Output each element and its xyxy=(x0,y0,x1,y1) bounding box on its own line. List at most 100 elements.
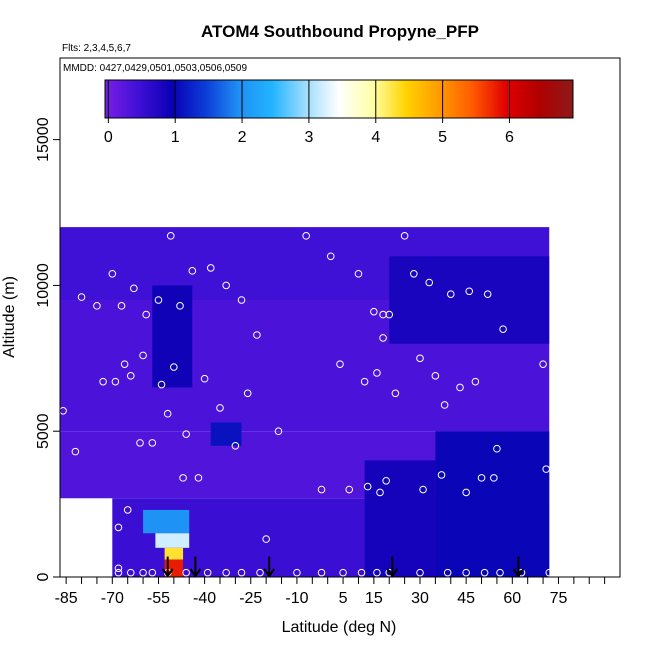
sample-point xyxy=(194,474,203,482)
flight-arrow-head xyxy=(512,568,525,578)
sample-point xyxy=(483,290,492,298)
x-tick-label: -25 xyxy=(239,590,262,607)
x-axis: -85 -70 -55 -40 -25 -10 5 15 30 45 60 75 xyxy=(55,577,606,607)
sample-point xyxy=(317,485,326,494)
sample-point xyxy=(154,296,163,304)
sample-point xyxy=(376,488,384,497)
y-tick-label: 0 xyxy=(35,572,52,581)
sample-point xyxy=(262,535,270,543)
sample-point xyxy=(170,363,178,371)
sample-point xyxy=(416,354,424,363)
sample-point xyxy=(431,372,440,380)
sample-point xyxy=(496,568,504,577)
x-tick-label: -85 xyxy=(55,590,78,607)
sample-point xyxy=(477,474,486,482)
sample-point xyxy=(117,302,126,310)
sample-point xyxy=(148,439,157,447)
sample-point xyxy=(99,377,107,386)
sample-point xyxy=(385,310,394,319)
y-axis: 0 5000 10000 15000 xyxy=(35,117,60,581)
sample-point xyxy=(419,485,427,494)
sample-point xyxy=(237,568,246,577)
sample-point xyxy=(243,389,252,398)
x-tick-label: 45 xyxy=(457,590,475,607)
sample-point xyxy=(77,293,86,301)
flight-arrow-head xyxy=(386,568,399,578)
colorbar-ticks: 0 1 2 3 4 5 6 xyxy=(104,80,514,146)
sample-point xyxy=(499,325,507,333)
y-tick-label: 5000 xyxy=(35,413,52,449)
sample-point xyxy=(293,568,301,577)
sample-point xyxy=(93,302,101,310)
y-tick-label: 10000 xyxy=(35,263,52,308)
colorbar: 0 1 2 3 4 5 6 xyxy=(104,79,574,146)
sample-point xyxy=(216,404,224,412)
x-axis-label: Latitude (deg N) xyxy=(282,619,397,636)
sample-point xyxy=(231,441,240,450)
sample-point xyxy=(326,252,335,261)
heatmap-field xyxy=(60,227,550,577)
x-tick-label: 30 xyxy=(411,590,429,607)
sample-point xyxy=(339,568,347,577)
sample-point xyxy=(114,523,123,532)
sample-point xyxy=(274,427,283,436)
sample-point xyxy=(120,360,129,368)
sample-point xyxy=(130,284,138,293)
sample-point xyxy=(102,500,110,508)
colorbar-tick-label: 1 xyxy=(171,129,180,146)
flight-arrows xyxy=(161,556,525,578)
sample-point xyxy=(142,310,150,319)
sample-point xyxy=(222,281,230,290)
x-tick-label: -10 xyxy=(285,590,308,607)
sample-point xyxy=(179,474,187,482)
heatmap-cell xyxy=(152,285,193,388)
sample-point xyxy=(443,568,452,577)
colorbar-tick-label: 0 xyxy=(104,129,113,146)
sample-point xyxy=(188,267,197,275)
sample-point xyxy=(542,465,550,473)
sample-point xyxy=(166,232,175,240)
sample-point xyxy=(539,360,547,368)
sample-point xyxy=(136,439,144,447)
x-tick-label: 15 xyxy=(365,590,383,607)
sample-point xyxy=(253,331,261,339)
sample-point xyxy=(148,568,157,577)
sample-point xyxy=(354,269,363,278)
sample-point xyxy=(440,401,449,409)
sample-point xyxy=(126,372,135,380)
colorbar-tick-label: 5 xyxy=(438,129,447,146)
y-axis-label: Altitude (m) xyxy=(1,276,18,358)
sample-point xyxy=(60,407,67,415)
sample-point xyxy=(416,568,424,577)
colorbar-tick-label: 2 xyxy=(238,129,247,146)
x-tick-label: 5 xyxy=(339,590,348,607)
sample-point xyxy=(490,474,498,482)
sample-point xyxy=(139,568,147,577)
colorbar-fill xyxy=(104,79,574,119)
chart-title: ATOM4 Southbound Propyne_PFP xyxy=(201,22,479,41)
sample-point xyxy=(256,568,264,577)
sample-point xyxy=(471,377,480,386)
flights-subtitle: Flts: 2,3,4,5,6,7 xyxy=(62,43,131,54)
sample-point xyxy=(139,351,147,360)
sample-point xyxy=(545,568,554,577)
flight-arrow-head xyxy=(189,568,202,578)
flight-arrow-head xyxy=(161,568,174,578)
sample-point xyxy=(336,360,344,368)
sample-point xyxy=(108,269,117,278)
sample-point xyxy=(176,302,184,310)
sample-point xyxy=(237,296,246,304)
sample-point xyxy=(302,232,310,240)
y-tick-label: 15000 xyxy=(35,117,52,162)
sample-point xyxy=(363,482,372,491)
sample-point xyxy=(400,232,409,240)
sample-point xyxy=(379,334,387,342)
sample-point xyxy=(391,389,400,398)
heatmap-cell xyxy=(143,509,190,534)
sample-point xyxy=(200,374,209,383)
sample-point xyxy=(410,269,418,278)
heatmap-cell xyxy=(210,422,242,446)
sample-point xyxy=(163,409,172,418)
sample-point xyxy=(370,307,378,316)
